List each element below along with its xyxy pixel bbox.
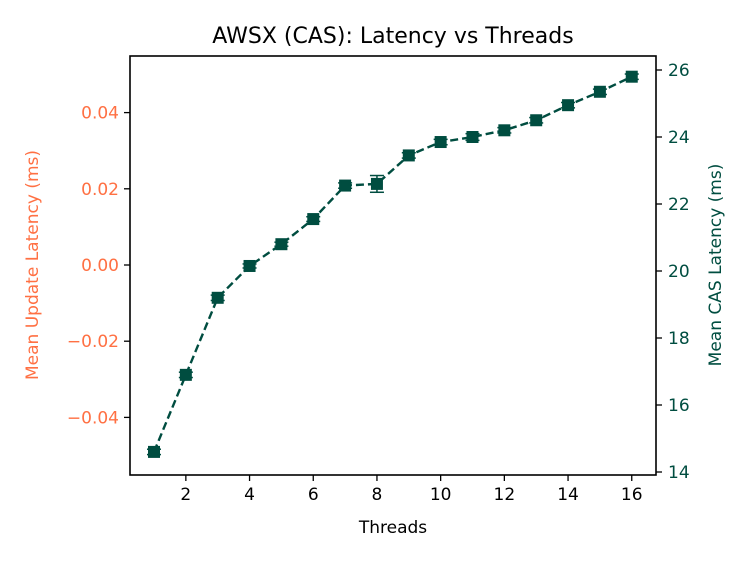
x-tick-label: 8 bbox=[372, 485, 383, 505]
y-axis-left-label: Mean Update Latency (ms) bbox=[23, 150, 43, 380]
data-point-marker bbox=[243, 259, 256, 272]
y-right-tick-label: 26 bbox=[668, 61, 690, 81]
x-tick-label: 4 bbox=[244, 485, 255, 505]
x-axis: 2 4 6 8 10 12 14 16 bbox=[180, 475, 643, 505]
data-point-marker bbox=[625, 70, 638, 83]
y-axis-left: 0.04 0.02 0.00 −0.02 −0.04 bbox=[67, 104, 130, 428]
x-tick-label: 2 bbox=[180, 485, 191, 505]
x-tick-label: 6 bbox=[308, 485, 319, 505]
y-left-tick-label: 0.02 bbox=[81, 180, 119, 200]
y-right-tick-label: 14 bbox=[668, 463, 690, 483]
x-axis-label: Threads bbox=[358, 518, 427, 538]
plot-area bbox=[147, 70, 639, 458]
y-axis-right-label: Mean CAS Latency (ms) bbox=[706, 164, 726, 367]
data-point-marker bbox=[370, 177, 383, 190]
data-point-marker bbox=[530, 114, 543, 127]
x-tick-label: 16 bbox=[621, 485, 643, 505]
data-point-marker bbox=[466, 131, 479, 143]
y-right-tick-label: 22 bbox=[668, 195, 690, 215]
data-point-marker bbox=[434, 136, 447, 149]
data-point-marker bbox=[593, 85, 606, 98]
x-tick-label: 10 bbox=[430, 485, 452, 505]
y-axis-right: 26 24 22 20 18 16 14 bbox=[656, 61, 690, 483]
y-left-tick-label: 0.00 bbox=[81, 256, 119, 276]
y-right-tick-label: 18 bbox=[668, 329, 690, 349]
y-right-tick-label: 16 bbox=[668, 396, 690, 416]
y-left-tick-label: −0.04 bbox=[67, 408, 119, 428]
data-point-marker bbox=[148, 445, 160, 458]
x-tick-label: 14 bbox=[557, 485, 579, 505]
data-point-marker bbox=[402, 149, 415, 162]
y-left-tick-label: −0.02 bbox=[67, 332, 119, 352]
plot-frame bbox=[129, 55, 657, 476]
data-point-marker bbox=[339, 179, 352, 192]
chart-title: AWSX (CAS): Latency vs Threads bbox=[212, 24, 573, 49]
data-point-marker bbox=[307, 213, 320, 226]
data-point-marker bbox=[498, 124, 511, 137]
data-point-marker bbox=[562, 99, 575, 112]
data-point-marker bbox=[275, 238, 288, 251]
y-right-tick-label: 20 bbox=[668, 262, 690, 282]
cas-latency-line bbox=[152, 75, 633, 453]
y-right-tick-label: 24 bbox=[668, 128, 690, 148]
data-point-marker bbox=[211, 291, 224, 304]
data-point-marker bbox=[179, 368, 192, 381]
x-tick-label: 12 bbox=[494, 485, 516, 505]
y-left-tick-label: 0.04 bbox=[81, 104, 119, 124]
